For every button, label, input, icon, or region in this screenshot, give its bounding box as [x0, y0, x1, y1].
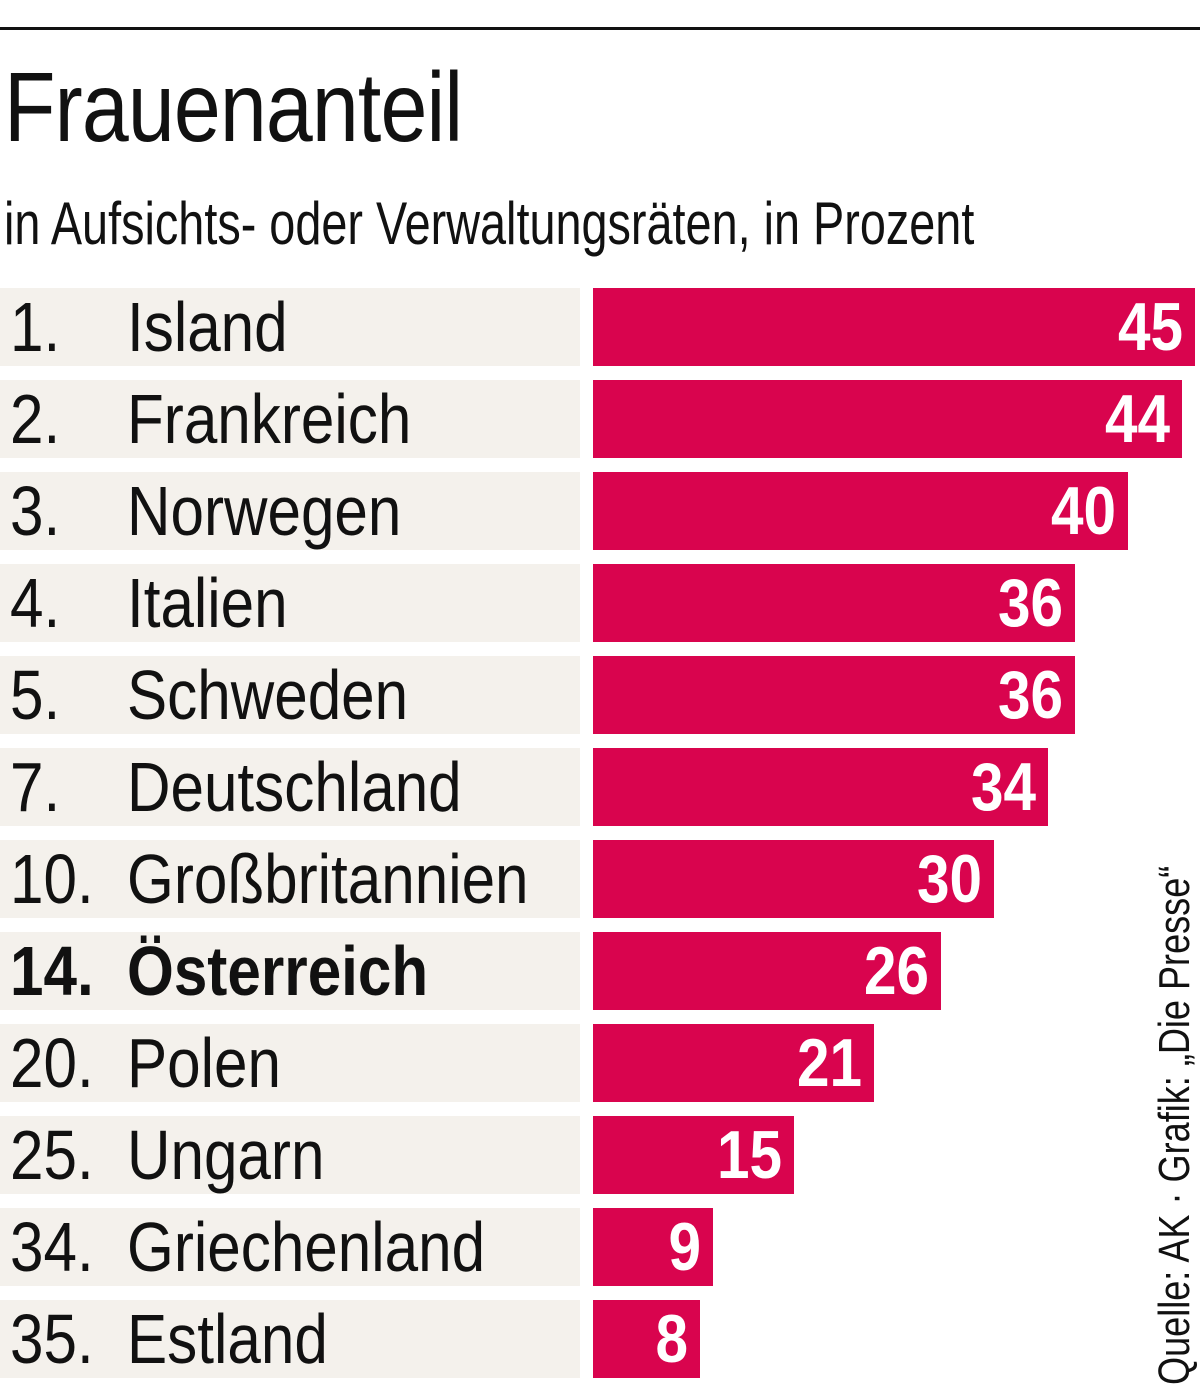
country-label: Griechenland	[127, 1208, 486, 1286]
row-label-background	[0, 1208, 580, 1286]
rank-label: 3.	[10, 472, 61, 550]
data-label: 26	[863, 933, 929, 1009]
country-label: Schweden	[127, 656, 409, 734]
row-label-background	[0, 288, 580, 366]
country-label: Großbritannien	[127, 840, 529, 918]
data-label: 30	[916, 841, 982, 917]
bar	[593, 1300, 700, 1378]
bar	[593, 748, 1048, 826]
row-label-background	[0, 1116, 580, 1194]
row-label-background	[0, 840, 580, 918]
rank-label: 35.	[10, 1300, 94, 1378]
country-label: Norwegen	[127, 472, 402, 550]
data-label: 45	[1117, 289, 1183, 365]
bar	[593, 380, 1182, 458]
country-label: Deutschland	[127, 748, 462, 826]
bar	[593, 288, 1195, 366]
bar	[593, 656, 1075, 734]
chart-subtitle: in Aufsichts- oder Verwaltungsräten, in …	[4, 190, 975, 257]
rank-label: 25.	[10, 1116, 94, 1194]
row-label-background	[0, 932, 580, 1010]
country-label: Italien	[127, 564, 288, 642]
row-label-background	[0, 656, 580, 734]
rank-label: 5.	[10, 656, 61, 734]
country-label: Estland	[127, 1300, 328, 1378]
country-label: Österreich	[127, 932, 429, 1010]
country-label: Island	[127, 288, 288, 366]
row-label-background	[0, 748, 580, 826]
rank-label: 2.	[10, 380, 61, 458]
bar	[593, 1208, 713, 1286]
rank-label: 10.	[10, 840, 94, 918]
row-label-background	[0, 472, 580, 550]
country-label: Ungarn	[127, 1116, 325, 1194]
rank-label: 14.	[10, 932, 94, 1010]
bar	[593, 472, 1128, 550]
rank-label: 1.	[10, 288, 61, 366]
bar	[593, 564, 1075, 642]
row-label-background	[0, 1300, 580, 1378]
rank-label: 4.	[10, 564, 61, 642]
rank-label: 20.	[10, 1024, 94, 1102]
bar	[593, 1024, 874, 1102]
bar	[593, 1116, 794, 1194]
chart-title: Frauenanteil	[4, 52, 463, 162]
data-label: 9	[668, 1209, 701, 1285]
data-label: 34	[970, 749, 1036, 825]
data-label: 15	[716, 1117, 782, 1193]
data-label: 40	[1050, 473, 1116, 549]
data-label: 36	[997, 657, 1063, 733]
row-label-background	[0, 1024, 580, 1102]
row-label-background	[0, 380, 580, 458]
bar	[593, 932, 941, 1010]
country-label: Polen	[127, 1024, 281, 1102]
top-rule	[0, 27, 1200, 30]
rank-label: 34.	[10, 1208, 94, 1286]
rank-label: 7.	[10, 748, 61, 826]
data-label: 8	[655, 1301, 688, 1377]
data-label: 44	[1104, 381, 1170, 457]
data-label: 21	[796, 1025, 862, 1101]
country-label: Frankreich	[127, 380, 412, 458]
row-label-background	[0, 564, 580, 642]
source-credit: Quelle: AK · Grafik: „Die Presse“	[1150, 865, 1199, 1385]
data-label: 36	[997, 565, 1063, 641]
bar	[593, 840, 994, 918]
